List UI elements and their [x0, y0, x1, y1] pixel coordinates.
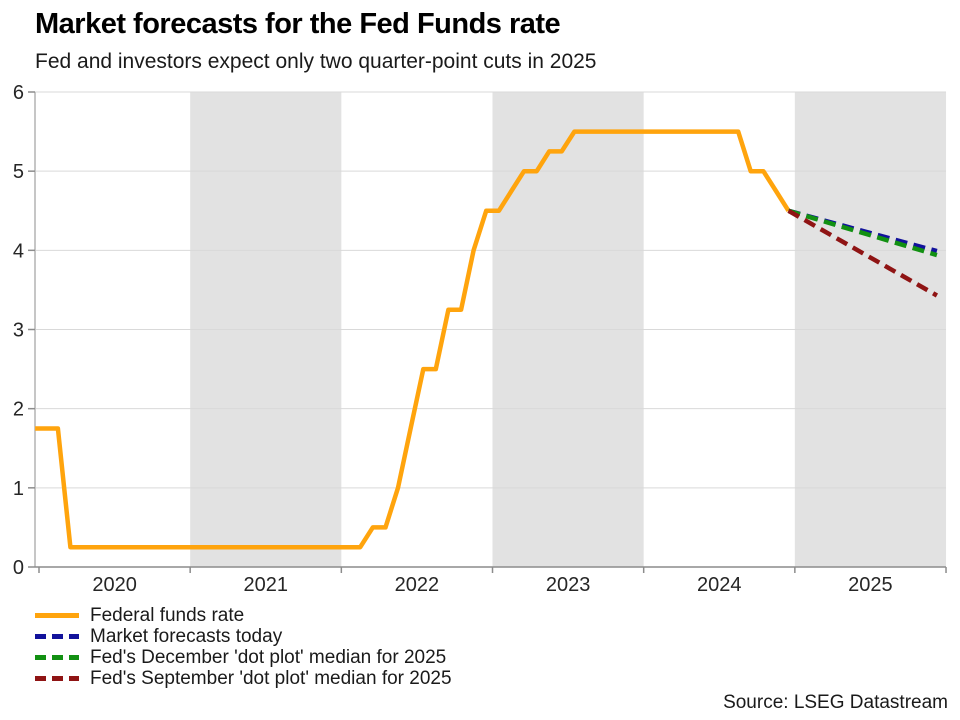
source-note: Source: LSEG Datastream: [723, 692, 948, 713]
series-fed-s-september-dot-plot-median-for-2025: [787, 208, 939, 298]
y-tick-label: 4: [13, 240, 24, 262]
x-tick-label: 2025: [848, 574, 893, 596]
x-tick-label: 2022: [395, 574, 440, 596]
legend-label-sep-dot-plot: Fed's September 'dot plot' median for 20…: [90, 667, 452, 689]
legend-swatch-sep-dot-plot: [35, 676, 79, 681]
y-tick-label: 6: [13, 82, 24, 104]
x-tick-label: 2023: [546, 574, 591, 596]
y-tick-label: 1: [13, 478, 24, 500]
legend-swatch-fed-funds: [35, 613, 79, 618]
page-subtitle: Fed and investors expect only two quarte…: [35, 50, 597, 74]
legend-item-dec-dot-plot: Fed's December 'dot plot' median for 202…: [35, 647, 452, 668]
series-federal-funds-rate: [35, 129, 791, 550]
chart-header: Market forecasts for the Fed Funds rate …: [35, 8, 935, 74]
chart-canvas: 0 1 2 3 4 5 6 2020 2021 2022 2023 2024 2025: [13, 82, 947, 596]
legend-item-sep-dot-plot: Fed's September 'dot plot' median for 20…: [35, 668, 452, 689]
legend-label-dec-dot-plot: Fed's December 'dot plot' median for 202…: [90, 646, 447, 668]
x-tick-label: 2024: [697, 574, 742, 596]
y-tick-label: 2: [13, 399, 24, 421]
y-tick-label: 3: [13, 320, 24, 342]
x-tick-label: 2020: [92, 574, 137, 596]
legend-swatch-market-forecast: [35, 634, 79, 639]
x-tick-label: 2021: [244, 574, 289, 596]
page-title: Market forecasts for the Fed Funds rate: [35, 8, 561, 40]
y-tick-label: 0: [13, 557, 24, 579]
legend-item-market-forecast: Market forecasts today: [35, 626, 452, 647]
legend-item-fed-funds: Federal funds rate: [35, 605, 452, 626]
y-tick-label: 5: [13, 161, 24, 183]
series-fed-s-december-dot-plot-median-for-2025: [787, 208, 938, 258]
legend-label-fed-funds: Federal funds rate: [90, 604, 245, 626]
legend-swatch-dec-dot-plot: [35, 655, 79, 660]
legend-label-market-forecast: Market forecasts today: [90, 625, 283, 647]
legend: Federal funds rate Market forecasts toda…: [35, 605, 452, 689]
